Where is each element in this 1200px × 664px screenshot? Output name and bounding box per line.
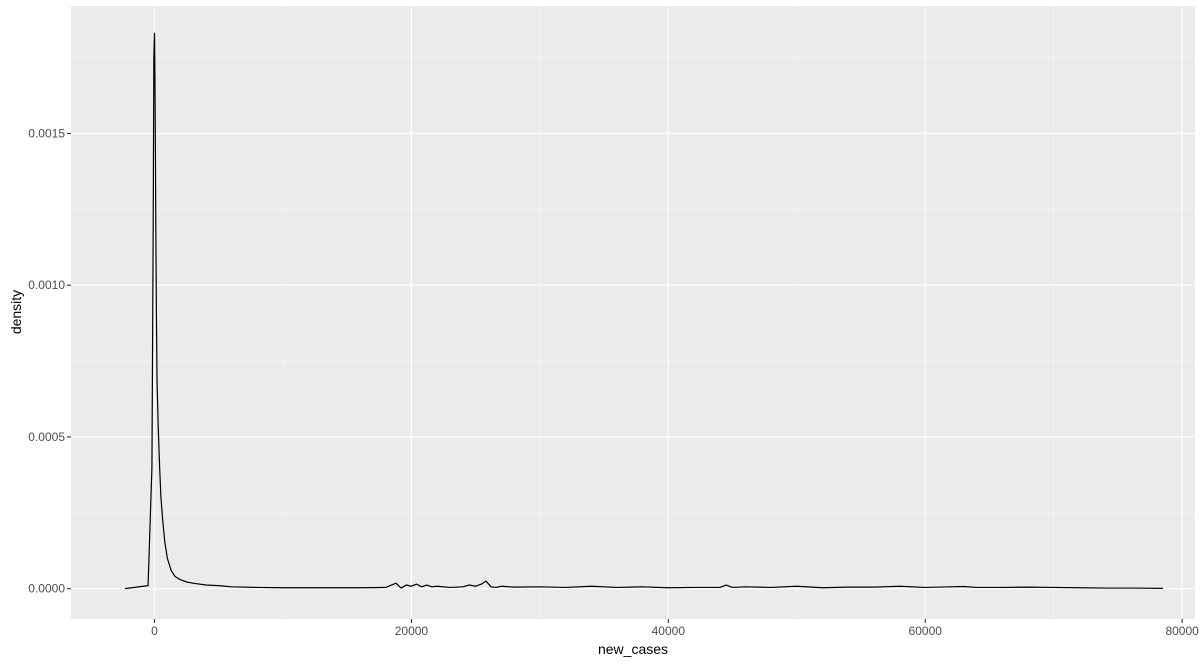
density-line — [124, 32, 1163, 590]
plot-panel — [71, 6, 1195, 619]
x-tick-label: 80000 — [1165, 624, 1199, 638]
x-tick-label: 0 — [151, 624, 158, 638]
y-tick-label: 0.0010 — [28, 278, 65, 292]
x-axis: 0 20000 40000 60000 80000 — [151, 619, 1199, 638]
x-tick-label: 40000 — [652, 624, 686, 638]
minor-gridlines — [71, 6, 1195, 619]
x-axis-title: new_cases — [598, 641, 668, 657]
y-tick-label: 0.0015 — [28, 126, 65, 140]
major-gridlines — [71, 6, 1195, 619]
y-axis: 0.0000 0.0005 0.0010 0.0015 — [28, 126, 71, 596]
y-axis-title: density — [8, 290, 24, 334]
y-tick-label: 0.0000 — [28, 582, 65, 596]
density-series — [124, 32, 1163, 590]
x-tick-label: 20000 — [395, 624, 429, 638]
x-tick-label: 60000 — [909, 624, 943, 638]
y-tick-label: 0.0005 — [28, 430, 65, 444]
